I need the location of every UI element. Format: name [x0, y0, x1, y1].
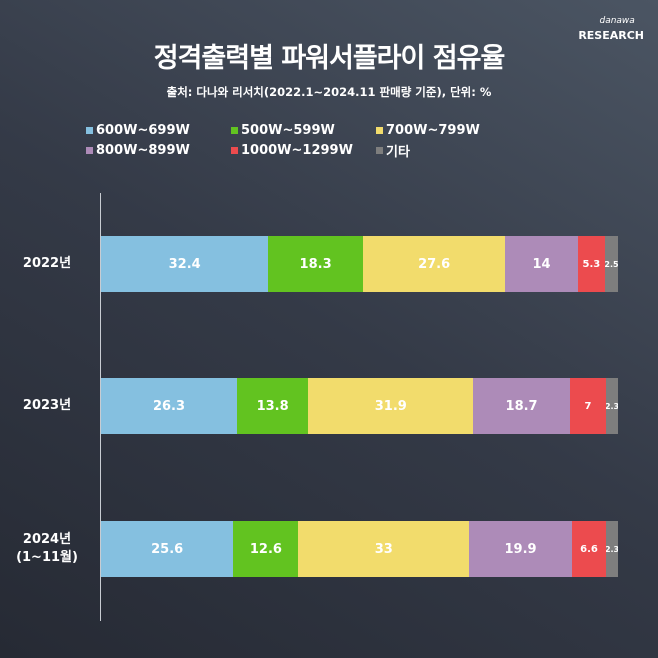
bar-segment: 5.3: [577, 236, 606, 292]
logo-big-text: RESEARCH: [578, 29, 644, 42]
legend: 600W~699W 500W~599W 700W~799W 800W~899W 1000…: [86, 123, 586, 160]
data-label: 31.9: [374, 398, 407, 414]
data-label: 12.6: [249, 541, 282, 557]
data-label: 32.4: [168, 256, 201, 272]
legend-item: 700W~799W: [376, 123, 521, 138]
legend-label: 500W~599W: [241, 123, 335, 138]
category-label-line: 2024년: [22, 532, 72, 547]
bar-segment: 18.3: [268, 236, 363, 292]
bar-segment: 27.6: [362, 236, 506, 292]
category-label-line: 2023년: [22, 398, 72, 413]
bar-segment: 13.8: [236, 378, 309, 434]
bar-segment: 33: [298, 521, 470, 577]
data-label: 2.3: [606, 544, 618, 554]
bar-segment: 18.7: [473, 378, 570, 434]
logo-small-text: danawa: [599, 16, 635, 26]
data-label: 18.7: [505, 398, 538, 414]
data-label: 6.6: [580, 543, 598, 555]
legend-swatch: [231, 127, 238, 134]
bar-segment: 2.5: [605, 236, 618, 292]
legend-swatch: [231, 147, 238, 154]
data-label: 13.8: [256, 398, 289, 414]
legend-swatch: [86, 147, 93, 154]
bar-segment: 12.6: [233, 521, 299, 577]
bar-segment: 2.3: [606, 521, 618, 577]
bar-segment: 6.6: [571, 521, 607, 577]
legend-label: 800W~899W: [96, 143, 190, 158]
data-label: 7: [584, 400, 592, 412]
chart-subtitle: 출처: 다나와 리서치(2022.1~2024.11 판매량 기준), 단위: …: [166, 85, 492, 99]
category-label: 2023년: [0, 397, 94, 415]
category-label: 2024년 (1~11월): [0, 531, 94, 567]
data-label: 5.3: [582, 258, 601, 270]
data-label: 2.3: [606, 401, 618, 411]
legend-label: 1000W~1299W: [241, 143, 353, 158]
bar-segment: 32.4: [101, 236, 269, 292]
danawa-research-logo: danawa RESEARCH: [578, 17, 644, 42]
legend-item: 기타: [376, 141, 521, 160]
legend-item: 500W~599W: [231, 123, 376, 138]
bar-segment: 31.9: [308, 378, 474, 434]
data-label: 14: [532, 256, 551, 272]
legend-label: 700W~799W: [386, 123, 480, 138]
legend-label: 기타: [386, 145, 410, 160]
y-axis-line: [100, 193, 101, 621]
legend-item: 800W~899W: [86, 141, 231, 160]
bar-segment: 25.6: [101, 521, 234, 577]
legend-swatch: [86, 127, 93, 134]
legend-swatch: [376, 127, 383, 134]
data-label: 33: [374, 541, 393, 557]
data-label: 27.6: [418, 256, 451, 272]
legend-label: 600W~699W: [96, 123, 190, 138]
category-label-line: (1~11월): [16, 550, 78, 565]
stacked-bar: 25.6 12.6 33 19.9 6.6 2.3: [101, 521, 618, 577]
data-label: 25.6: [151, 541, 184, 557]
bar-segment: 26.3: [101, 378, 237, 434]
legend-swatch: [376, 147, 383, 154]
data-label: 18.3: [299, 256, 332, 272]
legend-item: 600W~699W: [86, 123, 231, 138]
bar-segment: 19.9: [469, 521, 572, 577]
bar-segment: 2.3: [606, 378, 618, 434]
stacked-bar: 32.4 18.3 27.6 14 5.3 2.5: [101, 236, 618, 292]
data-label: 19.9: [504, 541, 537, 557]
stacked-bar: 26.3 13.8 31.9 18.7 7 2.3: [101, 378, 618, 434]
bar-segment: 7: [569, 378, 607, 434]
category-label-line: 2022년: [22, 256, 72, 271]
data-label: 26.3: [152, 398, 186, 414]
legend-item: 1000W~1299W: [231, 141, 376, 160]
data-label: 2.5: [605, 259, 618, 269]
category-label: 2022년: [0, 255, 94, 273]
bar-segment: 14: [505, 236, 578, 292]
chart-title: 정격출력별 파워서플라이 점유율: [153, 43, 506, 74]
